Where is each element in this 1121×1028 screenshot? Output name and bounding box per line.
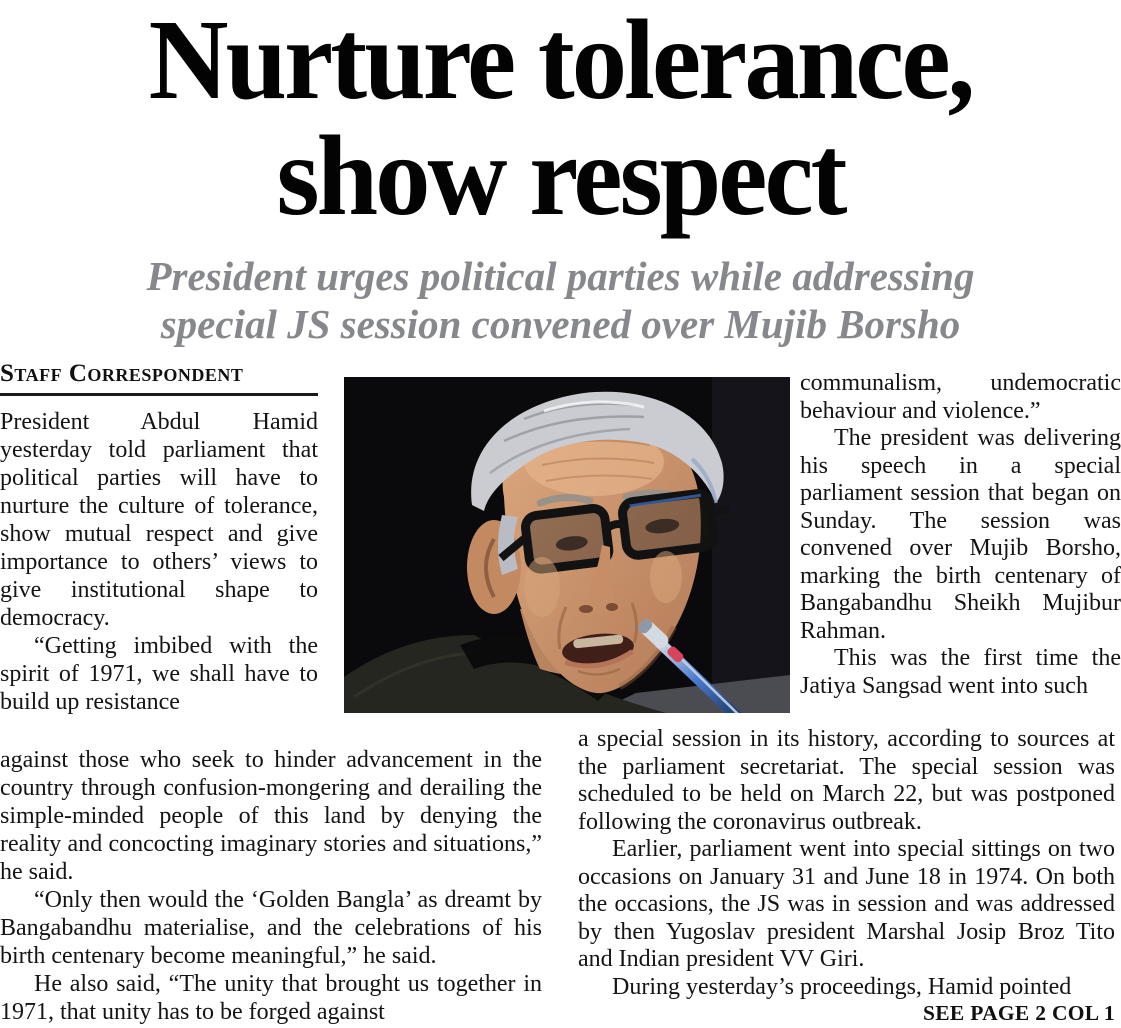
subheadline: President urges political parties while …: [0, 252, 1121, 348]
paragraph: a special session in its history, accord…: [578, 726, 1115, 835]
president-photo-illustration: [344, 377, 790, 713]
continuation-note: SEE PAGE 2 COL 1: [923, 1001, 1115, 1025]
paragraph: communalism, undemocratic behaviour and …: [800, 370, 1121, 424]
article-left-wide-column: against those who seek to hinder advance…: [0, 746, 542, 1028]
paragraph: Earlier, parliament went into special si…: [578, 836, 1115, 972]
byline: Staff Correspondent: [0, 360, 244, 387]
article-right-wide-column: a special session in its history, accord…: [578, 726, 1115, 1003]
byline-rule: [0, 393, 318, 396]
paragraph: “Getting imbibed with the spirit of 1971…: [0, 633, 318, 715]
subheadline-line-2: special JS session convened over Mujib B…: [160, 301, 961, 347]
headline-line-2: show respect: [276, 112, 847, 239]
paragraph: He also said, “The unity that brought us…: [0, 971, 542, 1025]
paragraph: The president was delivering his speech …: [800, 425, 1121, 644]
president-photo: [344, 377, 790, 713]
paragraph: against those who seek to hinder advance…: [0, 747, 542, 885]
article-right-column: communalism, undemocratic behaviour and …: [800, 370, 1121, 728]
headline-line-1: Nurture tolerance,: [148, 0, 976, 123]
paragraph: This was the first time the Jatiya Sangs…: [800, 645, 1121, 699]
byline-block: Staff Correspondent: [0, 360, 318, 396]
paragraph: “Only then would the ‘Golden Bangla’ as …: [0, 887, 542, 969]
paragraph: During yesterday’s proceedings, Hamid po…: [612, 973, 1072, 1000]
headline: Nurture tolerance, show respect: [0, 2, 1121, 234]
article-left-column: President Abdul Hamid yesterday told par…: [0, 408, 318, 746]
paragraph: President Abdul Hamid yesterday told par…: [0, 409, 318, 631]
subheadline-line-1: President urges political parties while …: [146, 253, 975, 299]
